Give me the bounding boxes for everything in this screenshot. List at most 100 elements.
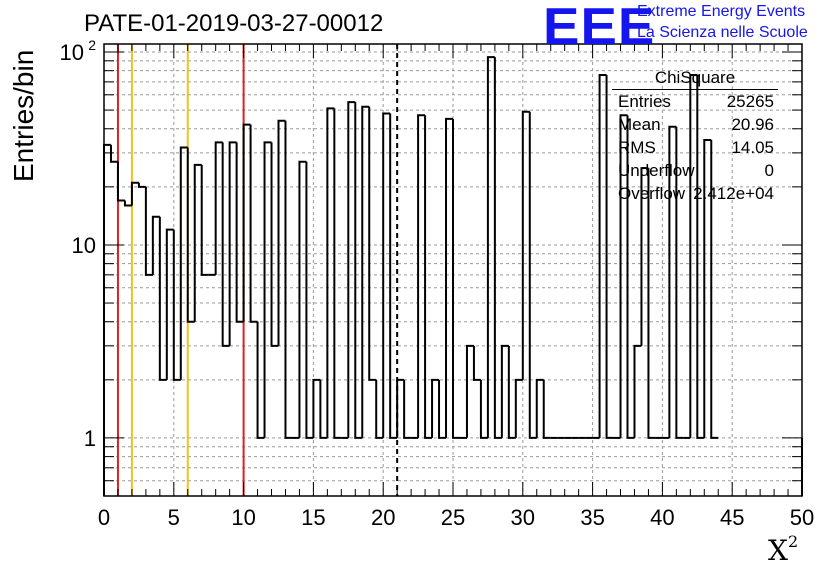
logo-line-1: Extreme Energy Events <box>637 3 806 20</box>
histogram-bin <box>228 141 237 346</box>
x-axis-label-base: X <box>768 534 788 567</box>
histogram-bin <box>242 123 251 322</box>
histogram-bin <box>270 142 279 347</box>
histogram-bin <box>305 161 314 439</box>
y-tick-label: 1 <box>84 426 96 451</box>
stats-divider <box>612 89 778 90</box>
stats-key: Entries <box>618 92 671 111</box>
histogram-bin <box>396 378 405 438</box>
histogram-bin <box>514 378 523 438</box>
histogram-bin <box>493 57 502 439</box>
histogram-bin <box>165 228 174 380</box>
histogram-bin <box>221 142 230 347</box>
histogram-bin <box>214 141 223 275</box>
logo-line-2: La Scienza nelle Scuole <box>637 24 808 41</box>
y-tick-label: 10 <box>72 233 96 258</box>
stats-key: Underflow <box>618 161 695 180</box>
y-tick-label: 10 <box>60 40 84 65</box>
x-tick-label: 35 <box>580 505 604 530</box>
histogram-bin <box>438 379 447 439</box>
histogram-bin <box>647 168 656 439</box>
x-tick-label: 45 <box>720 505 744 530</box>
stats-row-entries: Entries 25265 <box>618 92 776 114</box>
histogram-bin <box>151 215 160 275</box>
x-tick-label: 0 <box>98 505 110 530</box>
histogram-bin <box>389 113 398 439</box>
histogram-bin <box>312 378 321 438</box>
stats-row-overflow: Overflow 2.412e+04 <box>618 184 776 206</box>
stats-key: Overflow <box>618 184 686 203</box>
x-tick-label: 15 <box>301 505 325 530</box>
histogram-bin <box>172 229 181 381</box>
histogram-bin <box>424 115 433 439</box>
histogram-bin <box>689 73 698 438</box>
stats-value: 20.96 <box>731 115 774 134</box>
histogram-bin <box>249 124 258 323</box>
page-title: PATE-01-2019-03-27-00012 <box>84 10 384 37</box>
stats-value: 25265 <box>726 92 774 111</box>
histogram-bin <box>193 163 202 322</box>
histogram-bin <box>626 115 635 439</box>
histogram-bin <box>123 200 132 207</box>
histogram-bin <box>417 114 426 438</box>
histogram-bin <box>158 216 167 381</box>
y-axis-label: Entries/bin <box>8 49 39 182</box>
histogram-bin <box>256 321 265 439</box>
stats-value: 14.05 <box>731 138 774 157</box>
histogram-bin <box>598 73 607 438</box>
histogram-bin <box>696 74 705 439</box>
stats-key: Mean <box>618 115 661 134</box>
histogram-bin <box>528 111 537 439</box>
histogram-bin <box>521 110 530 380</box>
histogram-bin <box>452 118 460 439</box>
histogram-bin <box>542 379 551 439</box>
histogram-bin <box>703 138 712 438</box>
x-axis-label: X2 <box>768 532 798 567</box>
histogram-bin <box>326 107 335 438</box>
histogram-bin <box>347 101 356 438</box>
stats-value: 2.412e+04 <box>693 184 774 203</box>
histogram-bin <box>200 164 209 276</box>
stats-row-underflow: Underflow 0 <box>618 161 776 183</box>
stats-row-mean: Mean 20.96 <box>618 115 776 137</box>
histogram-bin <box>130 181 139 206</box>
y-tick-label-superscript: 2 <box>88 37 96 53</box>
histogram-bin <box>465 344 474 438</box>
histogram-bin <box>619 114 628 438</box>
x-tick-label: 30 <box>511 505 535 530</box>
stats-row-rms: RMS 14.05 <box>618 138 776 160</box>
histogram-bin <box>319 379 328 439</box>
histogram-bin <box>277 119 286 346</box>
histogram-bin <box>486 56 495 438</box>
eee-logo: EEE <box>543 0 656 56</box>
histogram-bin <box>375 379 384 439</box>
x-tick-label: 10 <box>231 505 255 530</box>
histogram-bin <box>633 344 642 438</box>
x-tick-label: 50 <box>790 505 814 530</box>
histogram-bin <box>640 167 649 346</box>
histogram-bin <box>137 182 146 188</box>
histogram-bin <box>109 144 118 163</box>
histogram-bin <box>186 147 195 323</box>
histogram-bin <box>431 378 440 438</box>
histogram-bin <box>333 108 342 439</box>
histogram-bin <box>116 161 125 202</box>
stats-title: ChiSquare <box>654 68 736 87</box>
histogram-bin <box>361 105 370 438</box>
histogram-bin <box>144 186 153 276</box>
x-tick-label: 25 <box>441 505 465 530</box>
histogram-bin <box>403 379 412 439</box>
histogram-bin <box>263 141 272 438</box>
x-tick-label: 5 <box>168 505 180 530</box>
histogram-bin <box>710 139 719 439</box>
histogram-bin <box>675 126 684 439</box>
x-tick-label: 40 <box>650 505 674 530</box>
stats-key: RMS <box>618 138 656 157</box>
stats-value: 0 <box>764 161 774 180</box>
histogram-bin <box>298 160 307 438</box>
histogram-bin <box>479 379 488 439</box>
histogram-bin <box>668 125 677 438</box>
histogram-bin <box>235 142 244 323</box>
histogram-bin <box>354 102 363 439</box>
